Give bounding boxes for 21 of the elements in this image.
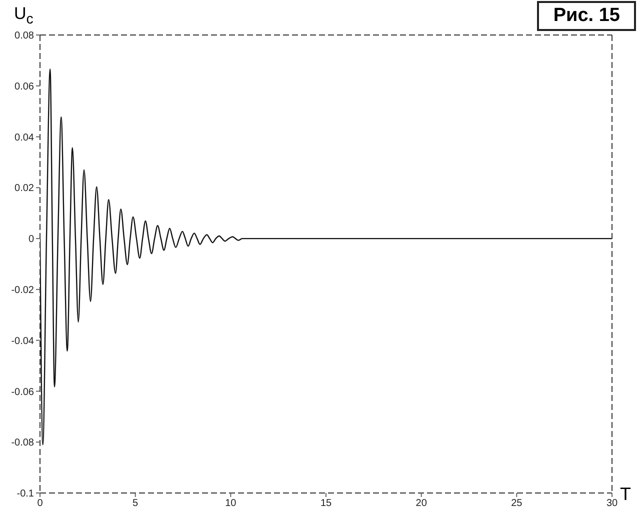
chart-title: Рис. 15 — [537, 1, 636, 31]
y-tick-label: 0.02 — [14, 183, 34, 194]
y-tick-label: -0.08 — [11, 438, 34, 449]
y-tick-label: 0.04 — [14, 132, 34, 144]
y-tick-label: -0.02 — [11, 284, 34, 296]
x-tick-label: 15 — [320, 498, 332, 510]
y-tick-label: -0.1 — [16, 488, 34, 500]
y-tick-label: 0 — [28, 234, 34, 246]
x-axis-title: T — [620, 484, 631, 505]
line-series — [40, 68, 612, 446]
x-tick-label: 20 — [416, 498, 428, 510]
y-tick-label: 0.08 — [14, 30, 34, 42]
x-tick-label: 10 — [225, 498, 237, 510]
x-tick-label: 30 — [606, 498, 618, 510]
y-tick-label: -0.04 — [11, 336, 34, 347]
x-tick-label: 5 — [132, 498, 139, 510]
y-axis-title: U$_{c}$ — [14, 4, 34, 28]
x-tick-label: 25 — [511, 498, 523, 510]
x-tick-label: 0 — [37, 498, 44, 510]
y-tick-label: -0.06 — [11, 386, 34, 398]
y-tick-label: 0.06 — [14, 81, 34, 92]
